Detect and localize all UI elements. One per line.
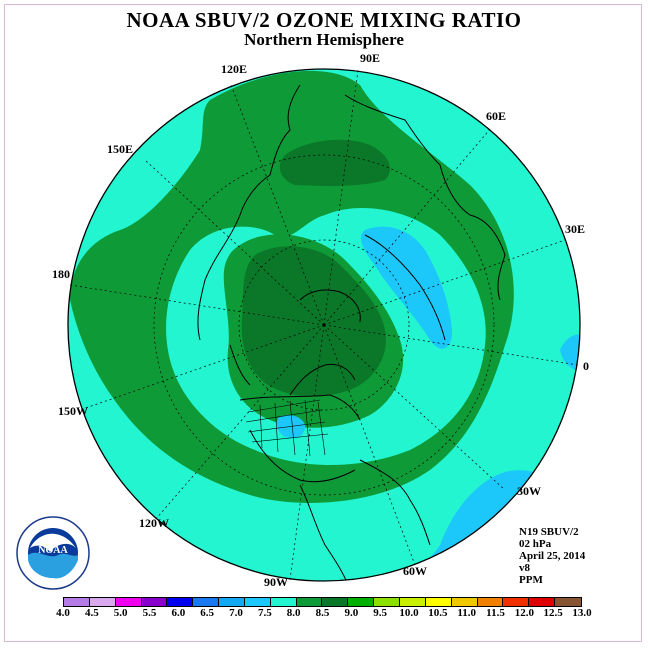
- colorbar-tick-label: 12.5: [543, 607, 563, 619]
- colorbar-swatch: [167, 598, 194, 606]
- ozone-patch-7-0-america: [276, 415, 306, 439]
- map-subtitle: Northern Hemisphere: [244, 30, 404, 49]
- colorbar-tick-label: 7.0: [229, 607, 243, 619]
- colorbar-tick-label: 5.0: [113, 607, 128, 619]
- colorbar-swatch: [193, 598, 220, 606]
- colorbar-swatch: [451, 598, 478, 606]
- instrument-label: N19 SBUV/2: [519, 526, 579, 538]
- colorbar-tick-label: 6.5: [200, 607, 215, 619]
- product-info: N19 SBUV/2 02 hPa April 25, 2014 v8 PPM: [519, 526, 585, 586]
- ozone-patch-8-5-pole: [241, 246, 386, 397]
- meridian-label-150w: 150W: [58, 404, 88, 418]
- coastlines: [197, 84, 506, 581]
- colorbar-tick-label: 13.0: [572, 607, 592, 619]
- colorbar-swatch: [529, 598, 556, 606]
- colorbar-tick-label: 7.5: [257, 607, 272, 619]
- algorithm-version: v8: [519, 562, 530, 574]
- noaa-logo: NOAA: [16, 516, 90, 590]
- colorbar-swatch: [322, 598, 349, 606]
- colorbar-tick-label: 4.5: [84, 607, 99, 619]
- colorbar-swatch: [477, 598, 504, 606]
- meridian-label-90w: 90W: [264, 575, 288, 589]
- image-border: [4, 4, 642, 642]
- pressure-level: 02 hPa: [519, 538, 552, 550]
- colorbar-tick-label: 4.0: [56, 607, 70, 619]
- meridian-label-90e: 90E: [360, 51, 380, 65]
- meridian-label-60e: 60E: [486, 109, 506, 123]
- colorbar-swatch: [141, 598, 168, 606]
- colorbar-swatch: [296, 598, 323, 606]
- map-boundary: [67, 68, 581, 582]
- meridian-label-180: 180: [52, 267, 70, 281]
- colorbar-swatch: [219, 598, 245, 606]
- colorbar-swatch: [555, 598, 581, 606]
- us-state-lines: [245, 399, 329, 457]
- colorbar-tick-label: 11.5: [486, 607, 505, 619]
- colorbar-swatch: [399, 598, 426, 606]
- colorbar-swatch: [425, 598, 452, 606]
- units-label: PPM: [519, 574, 543, 586]
- colorbar-swatch: [348, 598, 375, 606]
- colorbar-tick-label: 11.0: [457, 607, 476, 619]
- colorbar-tick-label: 8.0: [286, 607, 301, 619]
- colorbar-tick-label: 9.0: [344, 607, 359, 619]
- meridian-label-0: 0: [583, 359, 589, 373]
- meridian-label-150e: 150E: [107, 142, 133, 156]
- colorbar-swatch: [244, 598, 271, 606]
- colorbar-swatch: [503, 598, 530, 606]
- colorbar-tick-label: 12.0: [514, 607, 534, 619]
- meridian-label-60w: 60W: [403, 564, 427, 578]
- map-title: NOAA SBUV/2 OZONE MIXING RATIO: [126, 8, 522, 32]
- colorbar-swatch: [374, 598, 400, 606]
- meridian-label-120e: 120E: [221, 62, 247, 76]
- colorbar-swatch: [89, 598, 116, 606]
- meridian-label-30w: 30W: [517, 484, 541, 498]
- colorbar-tick-label: 9.5: [373, 607, 388, 619]
- colorbar-tick-label: 5.5: [142, 607, 157, 619]
- colorbar-labels: 4.0 4.5 5.0 5.5 6.0 6.5 7.0 7.5 8.0 8.5 9.0 9.5 10.0…: [0, 607, 648, 623]
- colorbar-tick-label: 6.0: [171, 607, 186, 619]
- graticule: [69, 69, 579, 581]
- colorbar-swatch: [270, 598, 297, 606]
- colorbar-tick-label: 8.5: [315, 607, 330, 619]
- observation-date: April 25, 2014: [519, 550, 586, 562]
- meridian-label-120w: 120W: [139, 516, 169, 530]
- meridian-label-30e: 30E: [565, 222, 585, 236]
- colorbar-tick-label: 10.0: [399, 607, 419, 619]
- colorbar-tick-label: 10.5: [428, 607, 448, 619]
- colorbar-swatch: [64, 598, 90, 606]
- colorbar-swatch: [115, 598, 142, 606]
- ozone-patch-8-5-asia: [279, 139, 390, 186]
- colorbar: [63, 597, 582, 607]
- ozone-patch-7-0-atlantic: [360, 226, 453, 349]
- noaa-logo-text: NOAA: [38, 545, 68, 556]
